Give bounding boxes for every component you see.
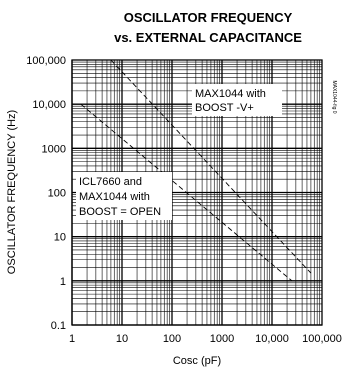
- fig-tag-box: [326, 68, 336, 126]
- y-tick-label: 1: [60, 276, 66, 288]
- annotation-text: ICL7660 and: [79, 176, 142, 188]
- annotations: MAX1044 with BOOST -V+ ICL7660 and MAX1044 …: [76, 68, 337, 220]
- annotation-text: MAX1044 with: [195, 88, 266, 100]
- y-tick-label: 10,000: [32, 99, 66, 111]
- series-line: [80, 103, 293, 282]
- annotation-box: [76, 172, 172, 220]
- tick-labels: 1 10 100 1000 10,000 100,000100,00010,0001000…: [26, 55, 342, 345]
- chart-title: OSCILLATOR FREQUENCY: [124, 10, 293, 25]
- series: [80, 59, 312, 282]
- y-axis-label: OSCILLATOR FREQUENCY (Hz): [6, 110, 18, 274]
- y-tick-label: 0.1: [51, 320, 66, 332]
- fig-tag: MAX1044-fig 0: [331, 80, 337, 113]
- x-tick-label: 1000: [210, 333, 234, 345]
- y-tick-label: 100,000: [26, 55, 66, 67]
- annotation-box: [192, 84, 282, 116]
- x-tick-label: 10,000: [255, 333, 289, 345]
- x-tick-label: 100,000: [302, 333, 342, 345]
- y-tick-label: 1000: [42, 143, 66, 155]
- annotation-text: MAX1044 with: [79, 191, 150, 203]
- annotation-text: BOOST = OPEN: [79, 206, 161, 218]
- x-axis-label: Cosc (pF): [173, 355, 221, 367]
- chart-subtitle: vs. EXTERNAL CAPACITANCE: [114, 30, 302, 45]
- x-tick-label: 10: [116, 333, 128, 345]
- plot-frame: [71, 59, 323, 326]
- x-tick-label: 1: [69, 333, 75, 345]
- x-tick-label: 100: [163, 333, 181, 345]
- y-tick-label: 100: [48, 188, 66, 200]
- series-line: [110, 59, 312, 274]
- y-tick-label: 10: [54, 232, 66, 244]
- annotation-text: BOOST -V+: [195, 102, 254, 114]
